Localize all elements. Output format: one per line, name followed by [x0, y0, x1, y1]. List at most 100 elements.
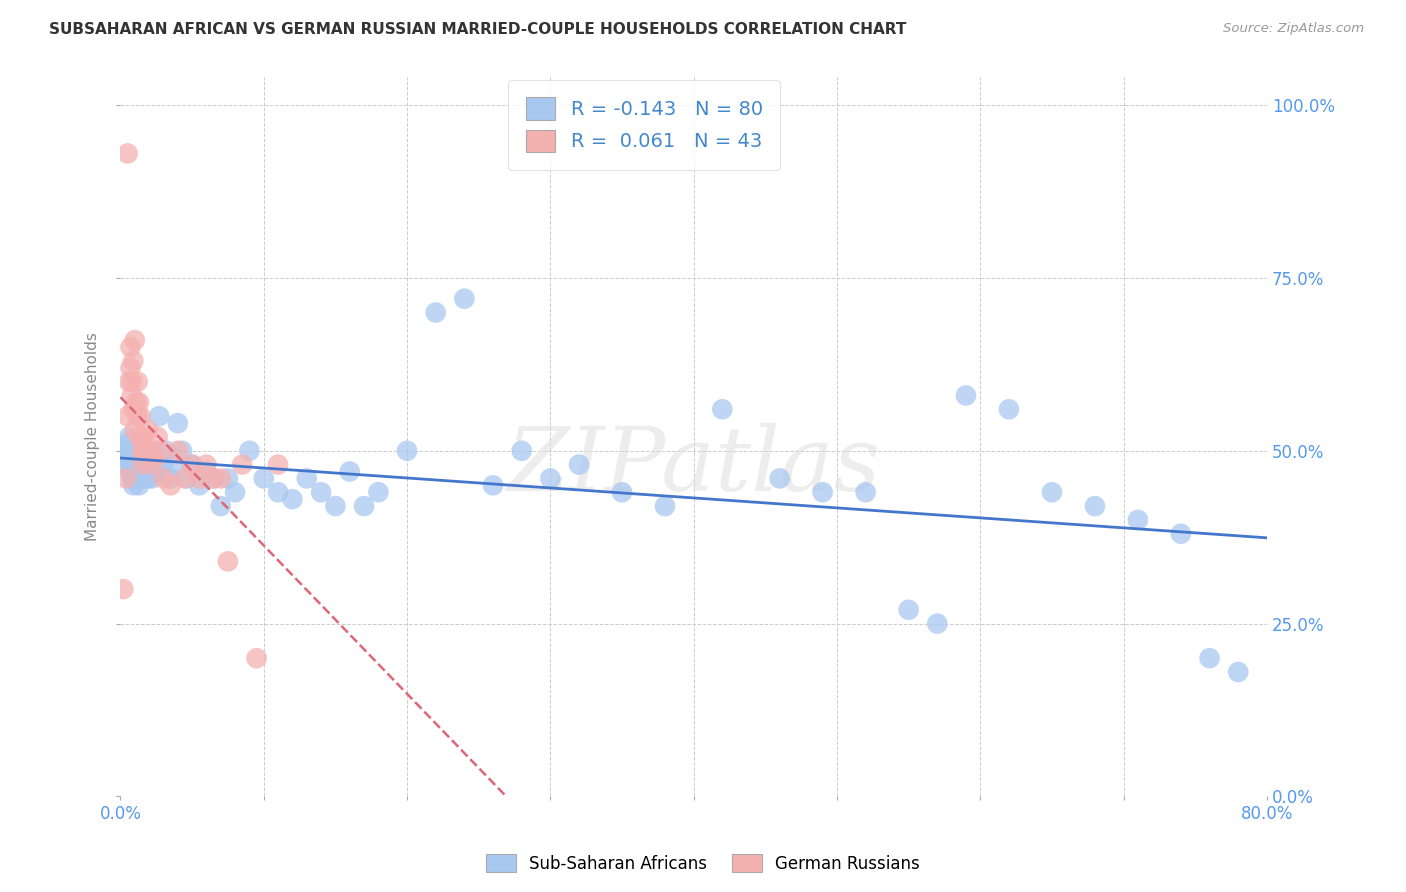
Point	[112, 582, 135, 596]
Point	[927, 616, 949, 631]
Point	[124, 450, 146, 465]
Point	[127, 409, 149, 424]
Point	[138, 443, 160, 458]
Point	[195, 458, 218, 472]
Point	[117, 146, 139, 161]
Point	[134, 458, 156, 472]
Point	[124, 333, 146, 347]
Point	[897, 603, 920, 617]
Point	[117, 409, 139, 424]
Point	[127, 375, 149, 389]
Point	[209, 499, 232, 513]
Point	[135, 443, 157, 458]
Point	[149, 443, 172, 458]
Point	[955, 388, 977, 402]
Point	[1040, 485, 1063, 500]
Point	[136, 471, 159, 485]
Point	[163, 458, 186, 472]
Point	[155, 443, 177, 458]
Point	[159, 471, 181, 485]
Point	[568, 458, 591, 472]
Point	[141, 458, 163, 472]
Point	[1084, 499, 1107, 513]
Point	[610, 485, 633, 500]
Point	[152, 471, 174, 485]
Point	[159, 478, 181, 492]
Point	[295, 471, 318, 485]
Point	[132, 465, 155, 479]
Text: Source: ZipAtlas.com: Source: ZipAtlas.com	[1223, 22, 1364, 36]
Text: ZIPatlas: ZIPatlas	[506, 422, 880, 509]
Point	[195, 465, 218, 479]
Point	[654, 499, 676, 513]
Point	[131, 443, 153, 458]
Point	[121, 388, 143, 402]
Point	[124, 423, 146, 437]
Point	[127, 443, 149, 458]
Point	[181, 458, 204, 472]
Point	[125, 458, 148, 472]
Point	[118, 430, 141, 444]
Point	[367, 485, 389, 500]
Point	[188, 478, 211, 492]
Point	[998, 402, 1021, 417]
Point	[711, 402, 734, 417]
Point	[120, 340, 142, 354]
Point	[396, 443, 419, 458]
Point	[170, 443, 193, 458]
Point	[145, 465, 167, 479]
Point	[152, 458, 174, 472]
Point	[122, 443, 145, 458]
Point	[148, 409, 170, 424]
Point	[139, 458, 162, 472]
Point	[143, 450, 166, 465]
Point	[181, 458, 204, 472]
Point	[309, 485, 332, 500]
Point	[115, 471, 138, 485]
Point	[122, 402, 145, 417]
Point	[855, 485, 877, 500]
Point	[245, 651, 267, 665]
Point	[128, 430, 150, 444]
Point	[482, 478, 505, 492]
Point	[217, 471, 239, 485]
Point	[128, 395, 150, 409]
Point	[121, 375, 143, 389]
Point	[135, 465, 157, 479]
Point	[166, 443, 188, 458]
Point	[209, 471, 232, 485]
Point	[132, 430, 155, 444]
Point	[253, 471, 276, 485]
Point	[120, 443, 142, 458]
Point	[769, 471, 792, 485]
Point	[117, 450, 139, 465]
Point	[188, 471, 211, 485]
Point	[142, 443, 165, 458]
Point	[425, 305, 447, 319]
Point	[122, 354, 145, 368]
Point	[124, 471, 146, 485]
Point	[120, 360, 142, 375]
Point	[138, 443, 160, 458]
Point	[114, 458, 136, 472]
Point	[125, 465, 148, 479]
Point	[538, 471, 561, 485]
Point	[202, 471, 225, 485]
Point	[136, 423, 159, 437]
Point	[132, 471, 155, 485]
Point	[129, 409, 152, 424]
Point	[128, 478, 150, 492]
Point	[122, 478, 145, 492]
Point	[811, 485, 834, 500]
Point	[231, 458, 253, 472]
Point	[176, 471, 198, 485]
Point	[510, 443, 533, 458]
Point	[121, 458, 143, 472]
Point	[217, 554, 239, 568]
Point	[281, 492, 304, 507]
Point	[166, 416, 188, 430]
Point	[267, 485, 290, 500]
Point	[1227, 665, 1250, 679]
Point	[129, 458, 152, 472]
Point	[1170, 526, 1192, 541]
